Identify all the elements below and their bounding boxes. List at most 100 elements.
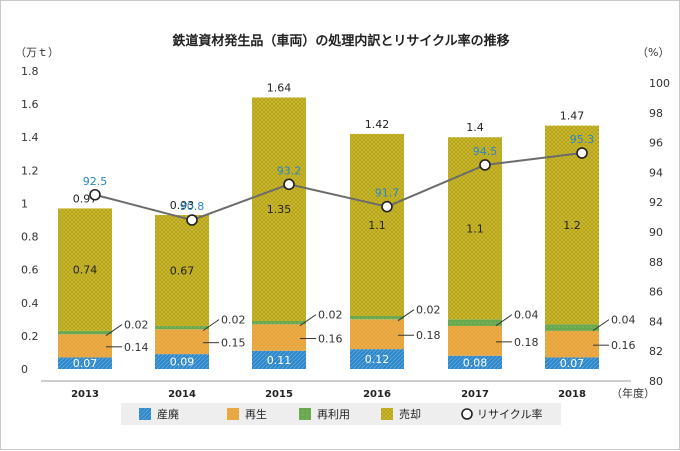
callout-line-sairiyou [397, 309, 415, 322]
bar-label-sanpai: 0.07 [560, 357, 585, 370]
bar-segment-sairiyou [350, 316, 404, 320]
bar-segment-sairiyou [545, 324, 599, 331]
right-axis-ticks: 80 82 84 86 88 90 92 94 96 98 100 [649, 77, 670, 388]
chart-title: 鉄道資材発生品（車両）の処理内訳とリサイクル率の推移 [172, 33, 509, 49]
legend: 産廃 再生 再利用 売却 リサイクル率 [121, 403, 561, 425]
left-tick-label: 1.4 [21, 131, 39, 144]
right-tick-label: 90 [649, 226, 663, 239]
recycle-rate-point [479, 159, 491, 171]
bar-label-saisei: 0.16 [318, 333, 343, 346]
legend-swatch-saisei [227, 408, 239, 420]
x-axis-unit: （年度） [611, 386, 655, 400]
x-category-label: 2016 [363, 389, 391, 400]
bar-label-sanpai: 0.12 [365, 353, 390, 366]
callout-line-sairiyou [105, 324, 123, 336]
left-tick-label: 0.2 [21, 330, 39, 343]
recycle-rate-label: 95.3 [570, 133, 595, 146]
recycle-rate-point [576, 147, 588, 159]
x-category-label: 2014 [168, 389, 196, 400]
x-category-label: 2017 [461, 389, 489, 400]
callout-line-sairiyou [592, 319, 610, 332]
recycle-rate-label: 93.2 [277, 164, 302, 177]
recycle-rate-label: 90.8 [180, 200, 205, 213]
x-category-label: 2013 [71, 389, 99, 400]
right-tick-label: 94 [649, 166, 663, 179]
bar-segment-baikyaku [350, 133, 404, 317]
recycle-rate-point [381, 200, 393, 213]
bar-label-sairiyou: 0.02 [124, 319, 149, 332]
bar-segment-baikyaku [545, 125, 599, 325]
bar-label-saisei: 0.15 [221, 337, 246, 350]
bar-total-label: 1.64 [267, 81, 292, 94]
legend-label-baikyaku: 売却 [399, 408, 421, 421]
right-tick-label: 82 [649, 345, 663, 358]
bar-segment-sanpai [350, 349, 404, 369]
bar-segment-saisei [448, 325, 502, 356]
bar-segment-sairiyou [58, 330, 112, 335]
x-category-label: 2018 [558, 389, 586, 400]
bar-segment-sanpai [252, 350, 306, 369]
legend-label-sairiyou: 再利用 [317, 408, 350, 421]
right-tick-label: 96 [649, 137, 663, 150]
legend-label-recycle-rate: リサイクル率 [477, 407, 542, 421]
left-tick-label: 1.2 [21, 164, 39, 177]
callout-line-sairiyou [299, 314, 317, 327]
bar-segment-saisei [155, 329, 209, 355]
bar-stacks: 0.070.140.020.740.970.090.150.020.670.93… [58, 81, 636, 370]
bar-segment-sanpai [448, 355, 502, 369]
left-tick-label: 0 [21, 363, 28, 376]
recycle-rate-label: 92.5 [83, 175, 108, 188]
bar-segment-baikyaku [155, 215, 209, 326]
bar-label-sairiyou: 0.04 [611, 314, 636, 327]
bar-label-sairiyou: 0.02 [318, 309, 343, 322]
right-tick-label: 88 [649, 256, 663, 269]
bar-label-sairiyou: 0.02 [221, 314, 246, 327]
bar-label-sanpai: 0.11 [267, 354, 292, 367]
right-tick-label: 80 [649, 375, 663, 388]
bar-label-sanpai: 0.07 [73, 357, 98, 370]
bar-segment-sairiyou [448, 319, 502, 326]
bar-label-baikyaku: 0.67 [170, 264, 195, 277]
x-axis-categories: 2013 2014 2015 2016 2017 2018 [71, 389, 586, 400]
recycle-rate-point [89, 188, 101, 201]
bar-label-saisei: 0.18 [514, 336, 539, 349]
left-tick-label: 1.8 [21, 65, 39, 78]
legend-swatch-baikyaku [381, 408, 393, 420]
bar-segment-saisei [252, 324, 306, 351]
legend-label-saisei: 再生 [245, 407, 267, 421]
recycle-rate-label: 94.5 [473, 145, 498, 158]
bar-total-label: 1.42 [365, 118, 390, 131]
bar-total-label: 1.47 [560, 110, 585, 123]
legend-swatch-sanpai [139, 408, 151, 420]
bar-segment-sanpai [155, 354, 209, 369]
right-axis-unit: （%） [637, 46, 669, 59]
left-tick-label: 0.6 [21, 264, 39, 277]
bar-segment-sanpai [58, 357, 112, 369]
bar-segment-saisei [350, 319, 404, 350]
bar-total-label: 1.4 [466, 121, 484, 134]
bar-label-baikyaku: 1.35 [267, 203, 292, 216]
recycle-rate-line: 92.5 90.8 93.2 91.7 94.5 95.3 [83, 133, 595, 226]
left-axis-ticks: 0 0.2 0.4 0.6 0.8 1 1.2 1.4 1.6 1.8 [21, 65, 39, 376]
bar-label-sanpai: 0.08 [463, 356, 488, 369]
bar-label-saisei: 0.18 [416, 329, 441, 342]
left-tick-label: 1 [21, 197, 28, 210]
bar-label-sanpai: 0.09 [170, 356, 195, 369]
right-tick-label: 98 [649, 107, 663, 120]
left-axis-unit: （万ｔ） [15, 46, 59, 59]
bar-label-sairiyou: 0.02 [416, 304, 441, 317]
recycle-rate-polyline [94, 152, 583, 222]
right-tick-label: 84 [649, 315, 663, 328]
bar-label-saisei: 0.14 [124, 341, 149, 354]
recycle-rate-point [283, 178, 295, 191]
callout-line-sairiyou [202, 319, 220, 332]
bar-label-baikyaku: 1.2 [563, 219, 581, 232]
legend-marker-recycle-rate [461, 408, 473, 420]
right-tick-label: 92 [649, 196, 663, 209]
bar-segment-sanpai [545, 357, 599, 369]
legend-label-sanpai: 産廃 [157, 407, 179, 421]
x-category-label: 2015 [265, 389, 293, 400]
bar-label-baikyaku: 0.74 [73, 264, 98, 277]
